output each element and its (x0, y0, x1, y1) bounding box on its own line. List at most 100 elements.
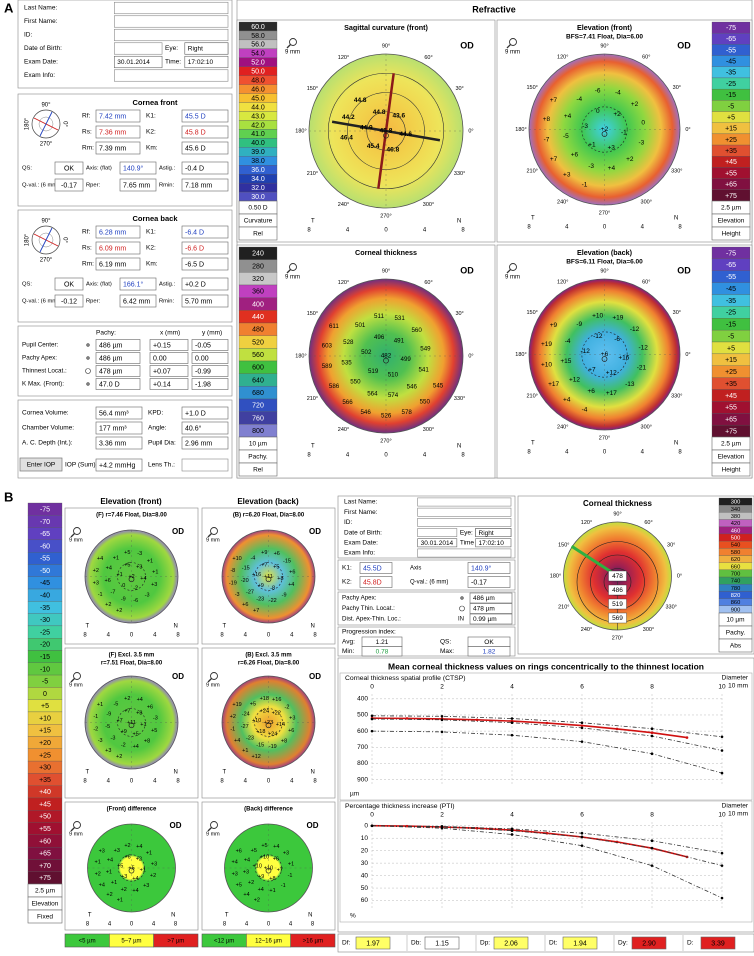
angle-label: 240° (581, 627, 592, 633)
angle-label: 0° (685, 352, 690, 358)
scale-label: +20 (39, 740, 51, 747)
angle-label: 90° (613, 511, 621, 517)
value: -6.4 D (185, 229, 204, 236)
map-value-box (608, 584, 627, 596)
angle-label: 120° (338, 280, 349, 286)
angle-label: 330° (671, 169, 682, 175)
scale-label: -25 (726, 310, 736, 317)
field-label: Exam Date: (24, 59, 58, 66)
map-value: 482 (381, 353, 392, 360)
value-box (181, 421, 229, 435)
scale-label: 660 (731, 564, 741, 570)
scale-label: +25 (725, 369, 737, 376)
zoom-icon (509, 263, 517, 271)
label: Rm: (82, 261, 94, 268)
map-value: +5 (124, 563, 130, 569)
label: (Front) difference (107, 807, 157, 813)
map-value: 499 (401, 356, 412, 363)
map-value: +17 (606, 390, 617, 397)
map-value: +2 (128, 574, 134, 580)
map-value: +19 (541, 341, 552, 348)
scale-label: 860 (731, 600, 741, 606)
value: -6.5 D (185, 261, 204, 268)
value: 45.8D (363, 579, 382, 586)
legend-swatch (153, 933, 199, 948)
map-value: -24 (242, 712, 250, 718)
zoom-icon (286, 44, 291, 49)
map-value: +1 (140, 722, 146, 728)
map-value: +12 (252, 754, 261, 760)
map-value: -7 (111, 590, 116, 596)
value-box (54, 277, 84, 291)
x-tick-label: 0 (384, 453, 388, 459)
series-point (720, 864, 724, 867)
y-tick-label: 600 (357, 728, 368, 735)
map-value: +1 (152, 570, 158, 576)
value: +0.15 (153, 342, 171, 349)
scale-label: -65 (726, 36, 736, 43)
map-value: 519 (368, 368, 379, 375)
x-tick-label: 4 (423, 453, 427, 459)
map-zone (581, 331, 628, 378)
value-box (95, 458, 143, 472)
map-value: +8 (136, 711, 142, 717)
map-value: 603 (322, 342, 333, 349)
label: Refractive (472, 4, 516, 14)
x-tick-label: 8 (311, 922, 315, 928)
x-tick-label: 0 (130, 922, 134, 928)
label: Chamber Volume: (22, 425, 74, 432)
value: 6.09 mm (99, 245, 126, 252)
value-box (181, 294, 229, 308)
value-box (562, 936, 598, 950)
label: 9 mm (505, 50, 520, 56)
meridian (331, 120, 441, 142)
map-value: 43.6 (393, 112, 406, 119)
map-value: +5 (117, 863, 123, 869)
map-value: +3 (143, 883, 149, 889)
map-value: +9 (121, 729, 127, 735)
map-value: -19 (269, 744, 277, 750)
scale-label: 900 (731, 607, 741, 613)
label: Rm: (82, 145, 94, 152)
legend-label: 12–16 µm (255, 939, 282, 945)
scale-unit: 10 µm (249, 441, 267, 448)
scale-label: -75 (40, 506, 50, 513)
scale-label: +75 (39, 875, 51, 882)
enter-iop-button[interactable] (19, 457, 63, 472)
label: Dist. Apex-Thin. Loc.: (342, 616, 401, 623)
scale-label: -65 (40, 531, 50, 538)
scale-label: +30 (39, 765, 51, 772)
map-value: +6 (242, 602, 248, 608)
map-value: +1 (242, 748, 248, 754)
map-value: 526 (381, 413, 392, 420)
scale-label: 440 (252, 314, 264, 321)
apex-marker (383, 357, 389, 364)
value: 45.5 D (185, 113, 206, 120)
map-value: +4 (106, 566, 112, 572)
map-value: +5 (151, 728, 157, 734)
label: Min: (342, 648, 354, 655)
value-box (95, 421, 143, 435)
scale-label: 48.0 (251, 78, 265, 85)
map-value: 546 (360, 409, 371, 416)
location-symbol (86, 343, 90, 347)
x-tick-label: 8 (176, 633, 180, 639)
label: K2: (146, 129, 156, 136)
apex-marker (128, 722, 135, 729)
scale-unit: Abs (730, 643, 742, 650)
label: Axis: (flat) (86, 166, 112, 172)
angle-label: 210° (526, 394, 537, 400)
map-value: +19 (612, 314, 623, 321)
scale-label: +75 (725, 193, 737, 200)
map-value: +7 (277, 867, 283, 873)
nasal-label: N (308, 913, 312, 919)
label: 9 mm (69, 537, 83, 543)
value-box (181, 178, 229, 192)
angle-label: 180° (550, 573, 561, 579)
enter-iop-button-label[interactable]: Enter IOP (27, 462, 56, 469)
map-value: -1 (281, 883, 286, 889)
value: 1.21 (376, 639, 389, 646)
series-point (475, 718, 479, 722)
scale-label: -20 (40, 642, 50, 649)
angle-label: 60° (424, 55, 432, 61)
